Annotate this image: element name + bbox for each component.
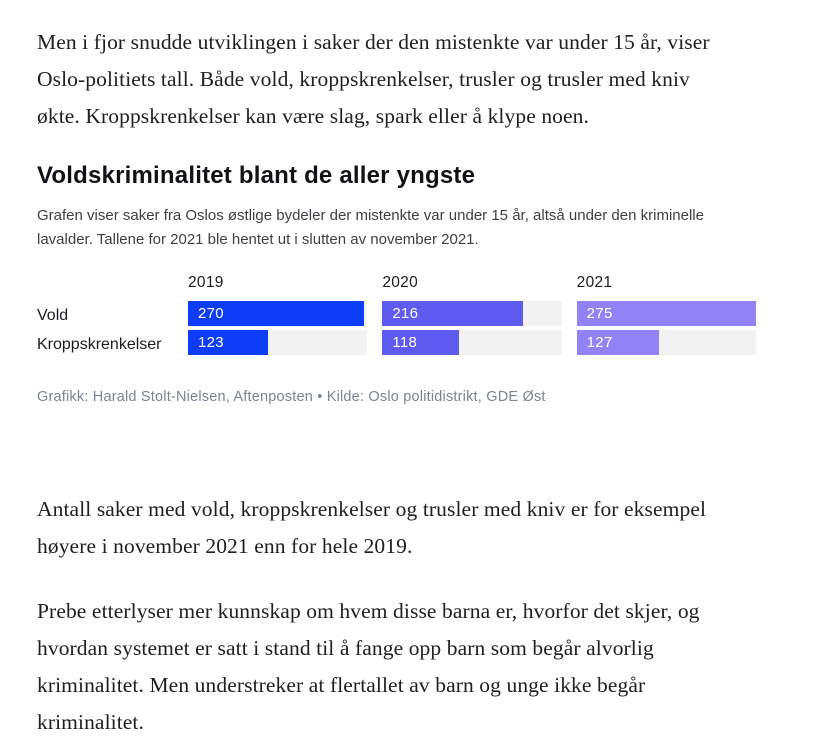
bar-vold-2019: 270: [188, 301, 365, 326]
chart-description: Grafen viser saker fra Oslos østlige byd…: [37, 207, 704, 248]
article-paragraph-3: Prebe etterlyser mer kunnskap om hvem di…: [37, 599, 700, 734]
row-label-kroppskrenkelser: Kroppskrenkelser: [37, 336, 162, 353]
bar-vold-2020: 216: [382, 301, 524, 326]
bar-track: 275: [576, 301, 756, 326]
bar-value: 270: [198, 305, 224, 322]
bar-value: 118: [392, 334, 418, 351]
bar-cell: 123: [188, 330, 368, 355]
article-paragraph-1: Men i fjor snudde utviklingen i saker de…: [37, 30, 710, 128]
year-label-2019: 2019: [188, 274, 224, 291]
bar-cell: 127: [576, 330, 756, 355]
bar-cell: 118: [382, 330, 562, 355]
bar-vold-2021: 275: [576, 301, 756, 326]
bar-track: 270: [188, 301, 368, 326]
article-paragraph-2: Antall saker med vold, kroppskrenkelser …: [37, 497, 707, 558]
chart-corner-spacer: [37, 274, 173, 301]
year-label-2020: 2020: [382, 274, 419, 291]
bar-value: 216: [392, 305, 419, 322]
bar-cell: 216: [382, 301, 562, 326]
bar-value: 127: [586, 334, 613, 351]
chart-credit: Grafikk: Harald Stolt-Nielsen, Aftenpost…: [37, 389, 546, 405]
bar-kroppskrenkelser-2021: 127: [576, 330, 660, 355]
bar-track: 123: [188, 330, 368, 355]
bar-cell: 275: [576, 301, 756, 326]
bar-value: 123: [198, 334, 224, 351]
chart-block: Voldskriminalitet blant de aller yngste …: [37, 161, 835, 405]
bar-kroppskrenkelser-2020: 118: [382, 330, 460, 355]
bar-cell: 270: [188, 301, 368, 326]
chart-title: Voldskriminalitet blant de aller yngste: [37, 162, 476, 189]
bar-value: 275: [586, 305, 613, 322]
bar-chart: 2019 2020 2021 Vold 270 216: [37, 274, 756, 359]
bar-track: 127: [576, 330, 756, 355]
year-label-2021: 2021: [576, 274, 613, 291]
bar-track: 118: [382, 330, 562, 355]
bar-kroppskrenkelser-2019: 123: [188, 330, 269, 355]
bar-track: 216: [382, 301, 562, 326]
row-label-vold: Vold: [37, 307, 69, 324]
